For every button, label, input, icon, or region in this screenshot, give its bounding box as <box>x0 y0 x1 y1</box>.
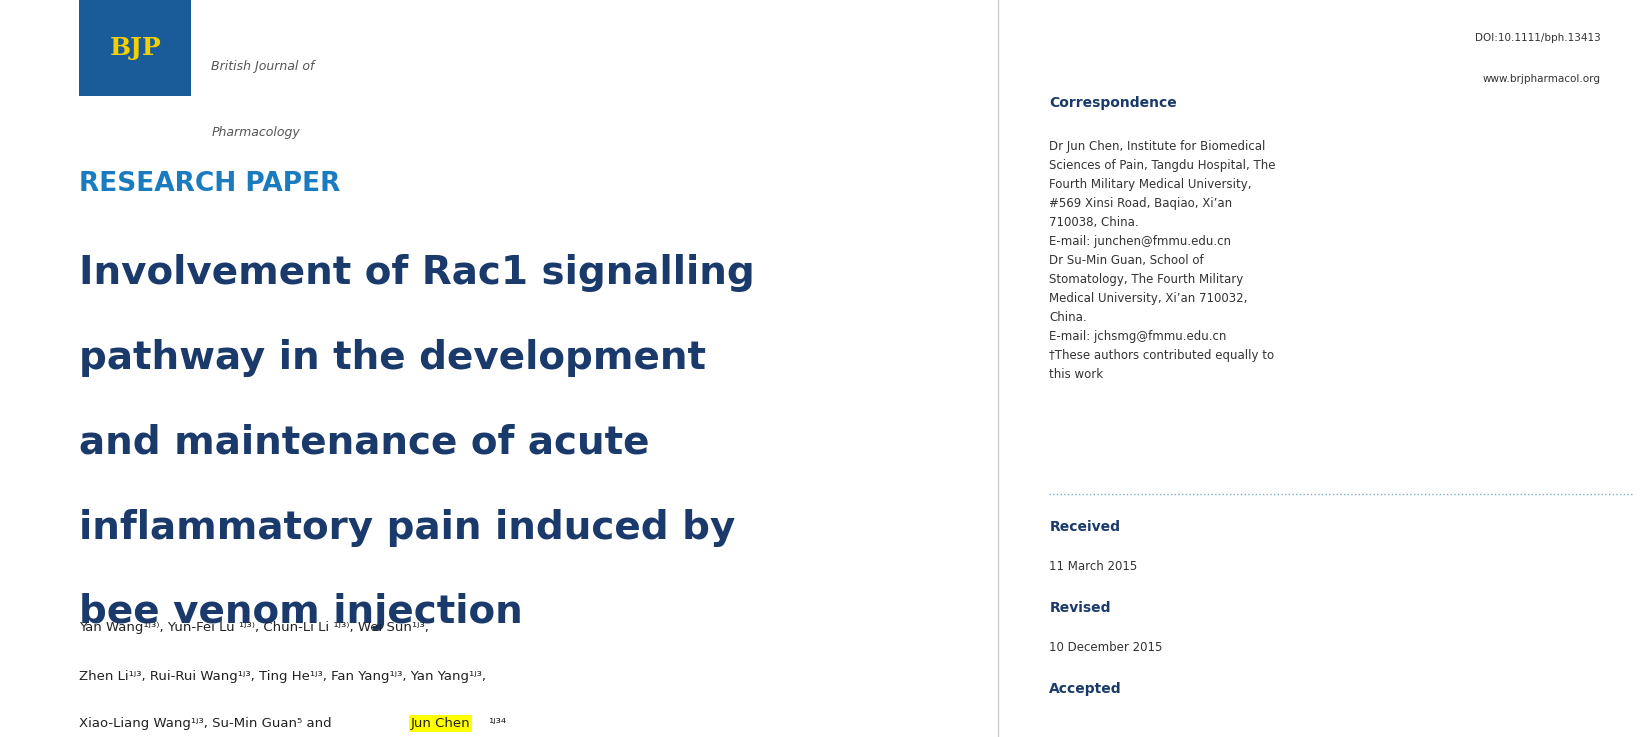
Text: inflammatory pain induced by: inflammatory pain induced by <box>79 509 736 547</box>
Text: Received: Received <box>1049 520 1120 534</box>
Text: British Journal of: British Journal of <box>211 60 315 73</box>
Text: 11 March 2015: 11 March 2015 <box>1049 560 1137 573</box>
Text: bee venom injection: bee venom injection <box>79 593 523 632</box>
Text: Dr Jun Chen, Institute for Biomedical
Sciences of Pain, Tangdu Hospital, The
Fou: Dr Jun Chen, Institute for Biomedical Sc… <box>1049 140 1275 381</box>
Text: Correspondence: Correspondence <box>1049 96 1176 110</box>
Text: Xiao-Liang Wang¹ʲ³, Su-Min Guan⁵ and: Xiao-Liang Wang¹ʲ³, Su-Min Guan⁵ and <box>79 717 337 730</box>
Text: BJP: BJP <box>109 36 162 60</box>
Text: www.brjpharmacol.org: www.brjpharmacol.org <box>1482 74 1600 84</box>
Text: Zhen Li¹ʲ³, Rui-Rui Wang¹ʲ³, Ting He¹ʲ³, Fan Yang¹ʲ³, Yan Yang¹ʲ³,: Zhen Li¹ʲ³, Rui-Rui Wang¹ʲ³, Ting He¹ʲ³,… <box>79 670 487 683</box>
Text: Involvement of Rac1 signalling: Involvement of Rac1 signalling <box>79 254 756 293</box>
Text: Accepted: Accepted <box>1049 682 1122 696</box>
Text: pathway in the development: pathway in the development <box>79 339 706 377</box>
Text: and maintenance of acute: and maintenance of acute <box>79 424 650 462</box>
Text: Jun Chen: Jun Chen <box>411 717 470 730</box>
FancyBboxPatch shape <box>79 0 191 96</box>
Text: Pharmacology: Pharmacology <box>211 126 300 139</box>
Text: ¹ʲ³⁴: ¹ʲ³⁴ <box>488 717 505 730</box>
Text: Yan Wang¹ʲ³⁾, Yun-Fei Lu ¹ʲ³⁾, Chun-Li Li ¹ʲ³⁾, Wei Sun¹ʲ³,: Yan Wang¹ʲ³⁾, Yun-Fei Lu ¹ʲ³⁾, Chun-Li L… <box>79 621 429 635</box>
Text: RESEARCH PAPER: RESEARCH PAPER <box>79 171 340 198</box>
Text: DOI:10.1111/bph.13413: DOI:10.1111/bph.13413 <box>1475 33 1600 43</box>
Text: 10 December 2015: 10 December 2015 <box>1049 641 1163 654</box>
Text: Revised: Revised <box>1049 601 1110 615</box>
